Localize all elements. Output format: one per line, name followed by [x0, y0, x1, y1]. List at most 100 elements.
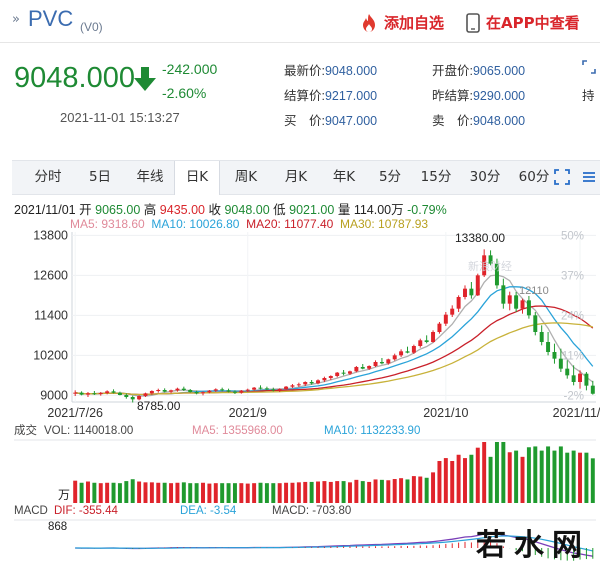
candle-body	[533, 315, 538, 332]
settings-bars-icon[interactable]	[582, 170, 596, 184]
volume-bar	[552, 450, 557, 503]
tab-5min[interactable]: 5分	[378, 169, 402, 185]
volume-bar	[73, 480, 78, 503]
volume-bar	[399, 478, 404, 503]
macd-area	[75, 532, 594, 561]
volume-bar	[450, 460, 455, 503]
candle-body	[546, 342, 551, 352]
volume-bar	[226, 483, 231, 503]
tab-year-line[interactable]: 年线	[136, 169, 164, 185]
candle-body	[507, 295, 512, 304]
volume-bar	[347, 482, 352, 503]
candle-body	[411, 346, 416, 353]
volume-bar	[156, 482, 161, 503]
price-change-percent: -2.60%	[162, 85, 207, 101]
tab-60min[interactable]: 60分	[518, 169, 550, 185]
candle-body	[584, 373, 589, 386]
symbol-subtitle: (V0)	[80, 20, 103, 34]
open-in-app-button[interactable]: 在APP中查看	[466, 12, 580, 33]
field-settle: 结算价:9217.000	[284, 89, 378, 103]
max-price-annotation: 13380.00	[455, 231, 505, 245]
x-tick-label: 2021/10	[423, 406, 468, 420]
tab-monthly-k[interactable]: 月K	[284, 169, 308, 185]
candle-body	[252, 387, 257, 390]
symbol-title: PVC	[28, 6, 74, 31]
volume-bar	[463, 458, 467, 503]
info-open: 9065.00	[95, 203, 141, 217]
candle-body	[431, 332, 436, 342]
volume-bar	[137, 481, 142, 503]
candle-body	[526, 300, 531, 316]
ma20-line	[75, 305, 594, 396]
volume-bar	[424, 477, 429, 503]
volume-bar	[533, 446, 538, 503]
double-chevron-icon: »	[12, 12, 20, 27]
volume-bar	[213, 483, 218, 503]
volume-bar	[469, 454, 474, 503]
volume-bar	[264, 483, 269, 503]
volume-bar	[341, 481, 346, 503]
ma30-line	[75, 322, 593, 396]
candle-body	[316, 380, 321, 384]
candle-body	[418, 340, 423, 346]
y-tick-label: 9000	[40, 388, 68, 402]
tab-intraday[interactable]: 分时	[34, 169, 62, 185]
volume-bar	[181, 482, 186, 503]
pct-tick-label: -2%	[564, 390, 584, 402]
info-open-label: 开	[79, 203, 92, 217]
candle-body	[341, 372, 346, 374]
candle-body	[494, 263, 499, 286]
candle-body	[367, 366, 372, 369]
candle-body	[335, 372, 340, 376]
volume-bar	[322, 481, 327, 503]
volume-bars	[73, 442, 595, 503]
field-prev-settle: 昨结算:9290.000	[432, 89, 526, 103]
candle-body	[277, 389, 282, 391]
volume-bar	[411, 476, 416, 503]
candle-body	[92, 393, 97, 395]
tab-daily-k[interactable]: 日K	[174, 161, 220, 195]
candle-body	[149, 391, 154, 394]
volume-bar	[207, 483, 212, 503]
candle-body	[539, 332, 544, 342]
candle-body	[73, 392, 78, 394]
candle-body	[386, 359, 391, 364]
volume-title: 成交	[14, 423, 37, 437]
tab-weekly-k[interactable]: 周K	[234, 169, 258, 185]
candle-body	[469, 288, 474, 296]
fullscreen-icon[interactable]	[554, 169, 570, 185]
candle-body	[264, 388, 269, 390]
candle-body	[137, 396, 142, 400]
volume-bar	[296, 482, 301, 503]
tab-5day[interactable]: 5日	[88, 169, 112, 185]
volume-bar	[252, 483, 257, 503]
volume-value: VOL: 1140018.00	[44, 425, 133, 437]
add-watchlist-button[interactable]: 添加自选	[360, 12, 444, 33]
candle-body	[181, 388, 186, 390]
volume-bar	[578, 452, 583, 503]
y-tick-label: 12600	[33, 268, 68, 282]
volume-bar	[456, 454, 461, 503]
volume-bar	[201, 482, 205, 503]
macd-dea: DEA: -3.54	[180, 505, 237, 517]
volume-bar	[386, 480, 391, 503]
volume-bar	[309, 481, 314, 503]
info-vol-label: 量	[337, 203, 351, 217]
volume-bar	[303, 481, 308, 503]
candle-body	[514, 295, 519, 309]
volume-bar	[514, 450, 519, 503]
y-tick-label: 11400	[34, 308, 68, 322]
tab-30min[interactable]: 30分	[469, 169, 501, 185]
macd-tick: 868	[48, 521, 67, 533]
volume-bar	[539, 450, 544, 503]
candle-body	[552, 352, 557, 359]
tab-15min[interactable]: 15分	[420, 169, 452, 185]
candle-body	[488, 255, 493, 264]
tab-yearly-k[interactable]: 年K	[332, 169, 356, 185]
candle-body	[399, 351, 404, 356]
volume-bar	[328, 481, 333, 503]
candle-body	[424, 340, 429, 342]
expand-icon[interactable]	[582, 60, 596, 74]
info-date: 2021/11/01	[14, 203, 76, 217]
